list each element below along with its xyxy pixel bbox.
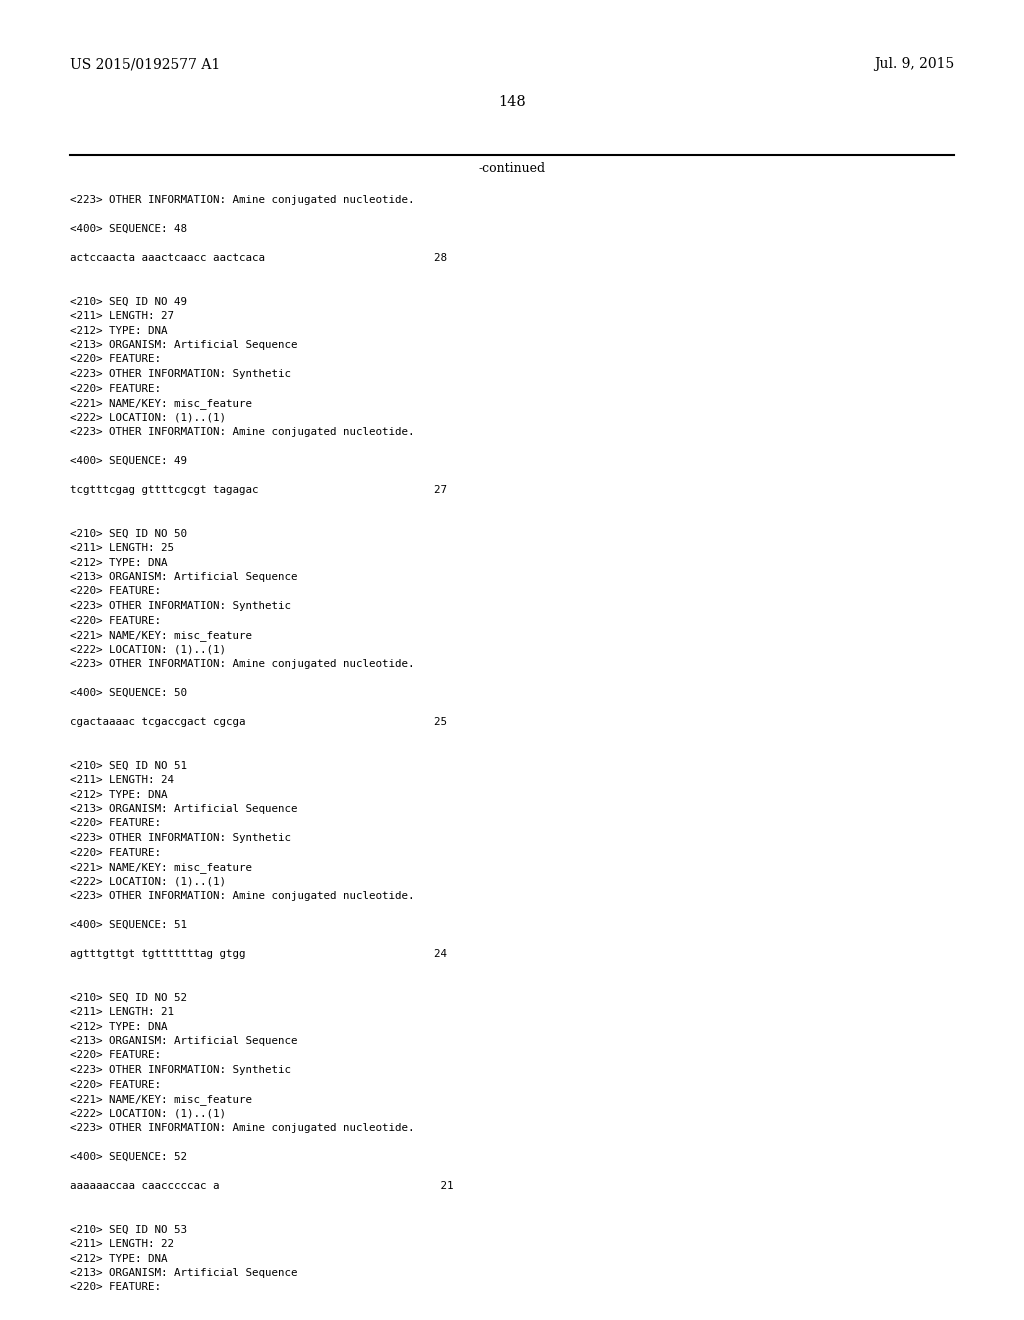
Text: tcgtttcgag gttttcgcgt tagagac                           27: tcgtttcgag gttttcgcgt tagagac 27 xyxy=(70,484,447,495)
Text: <220> FEATURE:: <220> FEATURE: xyxy=(70,847,161,858)
Text: <220> FEATURE:: <220> FEATURE: xyxy=(70,1051,161,1060)
Text: <220> FEATURE:: <220> FEATURE: xyxy=(70,355,161,364)
Text: <222> LOCATION: (1)..(1): <222> LOCATION: (1)..(1) xyxy=(70,1109,226,1118)
Text: <400> SEQUENCE: 50: <400> SEQUENCE: 50 xyxy=(70,688,187,698)
Text: aaaaaaccaa caacccccac a                                  21: aaaaaaccaa caacccccac a 21 xyxy=(70,1181,454,1191)
Text: <220> FEATURE:: <220> FEATURE: xyxy=(70,818,161,829)
Text: <221> NAME/KEY: misc_feature: <221> NAME/KEY: misc_feature xyxy=(70,399,252,409)
Text: <210> SEQ ID NO 52: <210> SEQ ID NO 52 xyxy=(70,993,187,1002)
Text: <222> LOCATION: (1)..(1): <222> LOCATION: (1)..(1) xyxy=(70,412,226,422)
Text: <211> LENGTH: 27: <211> LENGTH: 27 xyxy=(70,312,174,321)
Text: <211> LENGTH: 25: <211> LENGTH: 25 xyxy=(70,543,174,553)
Text: Jul. 9, 2015: Jul. 9, 2015 xyxy=(873,57,954,71)
Text: <222> LOCATION: (1)..(1): <222> LOCATION: (1)..(1) xyxy=(70,644,226,655)
Text: US 2015/0192577 A1: US 2015/0192577 A1 xyxy=(70,57,220,71)
Text: <213> ORGANISM: Artificial Sequence: <213> ORGANISM: Artificial Sequence xyxy=(70,572,298,582)
Text: -continued: -continued xyxy=(478,162,546,176)
Text: <220> FEATURE:: <220> FEATURE: xyxy=(70,384,161,393)
Text: <211> LENGTH: 21: <211> LENGTH: 21 xyxy=(70,1007,174,1016)
Text: <212> TYPE: DNA: <212> TYPE: DNA xyxy=(70,1254,168,1263)
Text: <220> FEATURE:: <220> FEATURE: xyxy=(70,586,161,597)
Text: cgactaaaac tcgaccgact cgcga                             25: cgactaaaac tcgaccgact cgcga 25 xyxy=(70,717,447,727)
Text: <221> NAME/KEY: misc_feature: <221> NAME/KEY: misc_feature xyxy=(70,1094,252,1105)
Text: <223> OTHER INFORMATION: Amine conjugated nucleotide.: <223> OTHER INFORMATION: Amine conjugate… xyxy=(70,659,415,669)
Text: <211> LENGTH: 22: <211> LENGTH: 22 xyxy=(70,1239,174,1249)
Text: agtttgttgt tgtttttttag gtgg                             24: agtttgttgt tgtttttttag gtgg 24 xyxy=(70,949,447,960)
Text: <400> SEQUENCE: 49: <400> SEQUENCE: 49 xyxy=(70,455,187,466)
Text: <223> OTHER INFORMATION: Synthetic: <223> OTHER INFORMATION: Synthetic xyxy=(70,833,291,843)
Text: <213> ORGANISM: Artificial Sequence: <213> ORGANISM: Artificial Sequence xyxy=(70,804,298,814)
Text: <400> SEQUENCE: 48: <400> SEQUENCE: 48 xyxy=(70,224,187,234)
Text: <220> FEATURE:: <220> FEATURE: xyxy=(70,1080,161,1089)
Text: <213> ORGANISM: Artificial Sequence: <213> ORGANISM: Artificial Sequence xyxy=(70,341,298,350)
Text: <222> LOCATION: (1)..(1): <222> LOCATION: (1)..(1) xyxy=(70,876,226,887)
Text: <210> SEQ ID NO 49: <210> SEQ ID NO 49 xyxy=(70,297,187,306)
Text: <220> FEATURE:: <220> FEATURE: xyxy=(70,615,161,626)
Text: actccaacta aaactcaacc aactcaca                          28: actccaacta aaactcaacc aactcaca 28 xyxy=(70,253,447,263)
Text: <213> ORGANISM: Artificial Sequence: <213> ORGANISM: Artificial Sequence xyxy=(70,1036,298,1045)
Text: <223> OTHER INFORMATION: Amine conjugated nucleotide.: <223> OTHER INFORMATION: Amine conjugate… xyxy=(70,891,415,902)
Text: <223> OTHER INFORMATION: Amine conjugated nucleotide.: <223> OTHER INFORMATION: Amine conjugate… xyxy=(70,195,415,205)
Text: <210> SEQ ID NO 53: <210> SEQ ID NO 53 xyxy=(70,1225,187,1234)
Text: <223> OTHER INFORMATION: Amine conjugated nucleotide.: <223> OTHER INFORMATION: Amine conjugate… xyxy=(70,426,415,437)
Text: <221> NAME/KEY: misc_feature: <221> NAME/KEY: misc_feature xyxy=(70,862,252,873)
Text: <212> TYPE: DNA: <212> TYPE: DNA xyxy=(70,557,168,568)
Text: <223> OTHER INFORMATION: Synthetic: <223> OTHER INFORMATION: Synthetic xyxy=(70,601,291,611)
Text: <223> OTHER INFORMATION: Synthetic: <223> OTHER INFORMATION: Synthetic xyxy=(70,1065,291,1074)
Text: <212> TYPE: DNA: <212> TYPE: DNA xyxy=(70,326,168,335)
Text: <221> NAME/KEY: misc_feature: <221> NAME/KEY: misc_feature xyxy=(70,630,252,642)
Text: 148: 148 xyxy=(498,95,526,110)
Text: <210> SEQ ID NO 51: <210> SEQ ID NO 51 xyxy=(70,760,187,771)
Text: <223> OTHER INFORMATION: Amine conjugated nucleotide.: <223> OTHER INFORMATION: Amine conjugate… xyxy=(70,1123,415,1133)
Text: <210> SEQ ID NO 50: <210> SEQ ID NO 50 xyxy=(70,528,187,539)
Text: <223> OTHER INFORMATION: Synthetic: <223> OTHER INFORMATION: Synthetic xyxy=(70,370,291,379)
Text: <400> SEQUENCE: 51: <400> SEQUENCE: 51 xyxy=(70,920,187,931)
Text: <213> ORGANISM: Artificial Sequence: <213> ORGANISM: Artificial Sequence xyxy=(70,1269,298,1278)
Text: <211> LENGTH: 24: <211> LENGTH: 24 xyxy=(70,775,174,785)
Text: <212> TYPE: DNA: <212> TYPE: DNA xyxy=(70,789,168,800)
Text: <400> SEQUENCE: 52: <400> SEQUENCE: 52 xyxy=(70,1152,187,1162)
Text: <212> TYPE: DNA: <212> TYPE: DNA xyxy=(70,1022,168,1031)
Text: <220> FEATURE:: <220> FEATURE: xyxy=(70,1283,161,1292)
